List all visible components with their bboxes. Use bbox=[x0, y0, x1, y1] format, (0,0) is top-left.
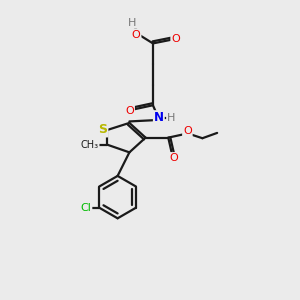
Text: N: N bbox=[154, 111, 164, 124]
Text: O: O bbox=[183, 126, 192, 136]
Text: CH₃: CH₃ bbox=[81, 140, 99, 150]
Text: H: H bbox=[128, 18, 136, 28]
Text: S: S bbox=[98, 124, 107, 136]
Text: O: O bbox=[132, 30, 140, 40]
Text: Cl: Cl bbox=[81, 203, 92, 213]
Text: O: O bbox=[171, 34, 180, 44]
Text: O: O bbox=[125, 106, 134, 116]
Text: O: O bbox=[169, 153, 178, 163]
Text: H: H bbox=[167, 112, 176, 123]
